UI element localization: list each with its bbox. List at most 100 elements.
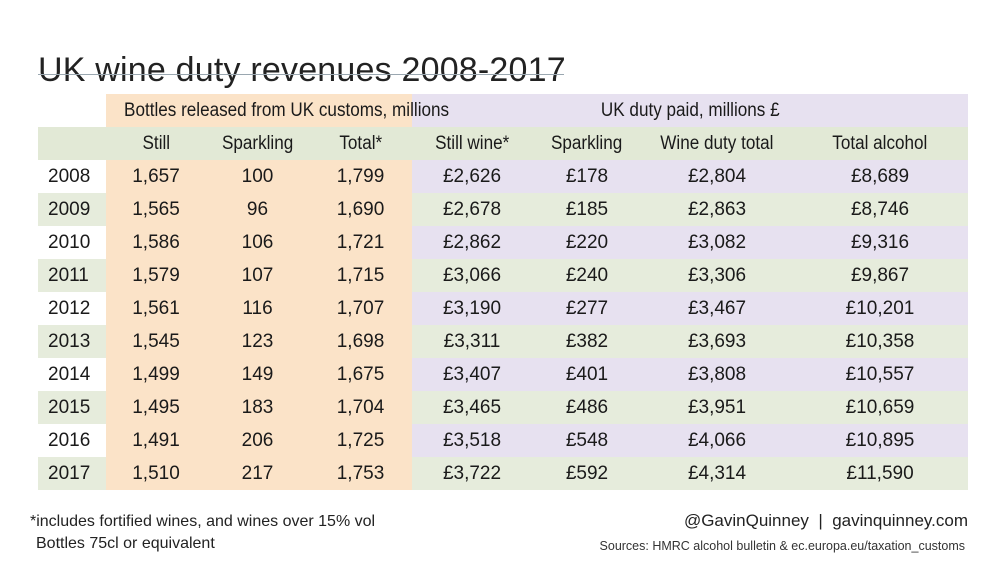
cell-wine-duty-total: £3,306 [642, 259, 792, 292]
group-header-duty-label: UK duty paid, millions £ [600, 99, 780, 121]
cell-sparkling: 96 [206, 193, 309, 226]
column-header-year [38, 127, 106, 160]
cell-sparkling: 149 [206, 358, 309, 391]
cell-total: 1,715 [309, 259, 412, 292]
table-row: 2014 1,499 149 1,675 £3,407 £401 £3,808 £10,557 [38, 358, 969, 391]
cell-sparkling: 183 [206, 391, 309, 424]
column-header-still-wine: Still wine* [412, 127, 532, 160]
table-row: 2011 1,579 107 1,715 £3,066 £240 £3,306 £9,867 [38, 259, 969, 292]
footnotes: *includes fortified wines, and wines ove… [30, 511, 375, 555]
cell-still: 1,579 [106, 259, 206, 292]
cell-total-alcohol: £10,557 [792, 358, 969, 391]
cell-total-alcohol: £10,201 [792, 292, 969, 325]
cell-wine-duty-total: £2,804 [642, 160, 792, 193]
table-row: 2013 1,545 123 1,698 £3,311 £382 £3,693 £10,358 [38, 325, 969, 358]
sources-line: Sources: HMRC alcohol bulletin & ec.euro… [599, 539, 965, 553]
cell-sparkling-duty: £548 [532, 424, 642, 457]
row-year: 2010 [38, 226, 106, 259]
cell-sparkling: 206 [206, 424, 309, 457]
cell-total-alcohol: £9,867 [792, 259, 969, 292]
page-title: UK wine duty revenues 2008-2017 [38, 50, 566, 89]
cell-still: 1,495 [106, 391, 206, 424]
cell-wine-duty-total: £3,808 [642, 358, 792, 391]
cell-sparkling-duty: £240 [532, 259, 642, 292]
footnote-fortified: *includes fortified wines, and wines ove… [30, 513, 376, 530]
cell-still-wine: £3,066 [412, 259, 532, 292]
row-year: 2013 [38, 325, 106, 358]
cell-wine-duty-total: £4,066 [642, 424, 792, 457]
cell-still-wine: £2,626 [412, 160, 532, 193]
cell-total: 1,675 [309, 358, 412, 391]
column-header-wine-duty-total: Wine duty total [642, 127, 792, 160]
table-row: 2008 1,657 100 1,799 £2,626 £178 £2,804 £8,689 [38, 160, 969, 193]
cell-sparkling: 116 [206, 292, 309, 325]
cell-still: 1,510 [106, 457, 206, 490]
cell-total: 1,753 [309, 457, 412, 490]
table-row: 2015 1,495 183 1,704 £3,465 £486 £3,951 £10,659 [38, 391, 969, 424]
cell-total: 1,725 [309, 424, 412, 457]
cell-total-alcohol: £8,689 [792, 160, 969, 193]
cell-total-alcohol: £10,358 [792, 325, 969, 358]
cell-wine-duty-total: £2,863 [642, 193, 792, 226]
column-header-sparkling-duty: Sparkling [532, 127, 642, 160]
cell-total-alcohol: £8,746 [792, 193, 969, 226]
cell-still-wine: £3,465 [412, 391, 532, 424]
row-year: 2015 [38, 391, 106, 424]
cell-total-alcohol: £9,316 [792, 226, 969, 259]
footnote-bottles: Bottles 75cl or equivalent [36, 535, 215, 552]
group-header-row: Bottles released from UK customs, millio… [38, 94, 969, 127]
column-header-total: Total* [309, 127, 412, 160]
cell-still: 1,565 [106, 193, 206, 226]
group-header-bottles: Bottles released from UK customs, millio… [106, 94, 449, 127]
cell-sparkling-duty: £178 [532, 160, 642, 193]
wine-duty-table: Bottles released from UK customs, millio… [38, 94, 969, 490]
cell-still-wine: £3,518 [412, 424, 532, 457]
cell-sparkling: 106 [206, 226, 309, 259]
table-row: 2010 1,586 106 1,721 £2,862 £220 £3,082 £9,316 [38, 226, 969, 259]
cell-sparkling-duty: £220 [532, 226, 642, 259]
row-year: 2008 [38, 160, 106, 193]
cell-sparkling-duty: £592 [532, 457, 642, 490]
group-header-bottles-label: Bottles released from UK customs, millio… [124, 99, 450, 121]
row-year: 2009 [38, 193, 106, 226]
cell-still-wine: £3,190 [412, 292, 532, 325]
column-header-total-alcohol: Total alcohol [792, 127, 969, 160]
cell-wine-duty-total: £3,082 [642, 226, 792, 259]
group-header-duty: UK duty paid, millions £ [412, 94, 969, 127]
cell-still: 1,561 [106, 292, 206, 325]
credit-line: @GavinQuinney | gavinquinney.com [683, 511, 968, 530]
row-year: 2014 [38, 358, 106, 391]
cell-sparkling: 217 [206, 457, 309, 490]
cell-total: 1,698 [309, 325, 412, 358]
cell-total: 1,799 [309, 160, 412, 193]
cell-sparkling: 107 [206, 259, 309, 292]
table-row: 2012 1,561 116 1,707 £3,190 £277 £3,467 £10,201 [38, 292, 969, 325]
cell-wine-duty-total: £4,314 [642, 457, 792, 490]
column-header-sparkling: Sparkling [206, 127, 309, 160]
cell-sparkling-duty: £277 [532, 292, 642, 325]
cell-sparkling: 100 [206, 160, 309, 193]
cell-sparkling-duty: £382 [532, 325, 642, 358]
title-divider [38, 74, 564, 75]
cell-still-wine: £2,862 [412, 226, 532, 259]
cell-total: 1,721 [309, 226, 412, 259]
table-row: 2017 1,510 217 1,753 £3,722 £592 £4,314 £11,590 [38, 457, 969, 490]
cell-still: 1,586 [106, 226, 206, 259]
cell-still-wine: £3,722 [412, 457, 532, 490]
cell-sparkling-duty: £486 [532, 391, 642, 424]
table-row: 2009 1,565 96 1,690 £2,678 £185 £2,863 £8,746 [38, 193, 969, 226]
row-year: 2012 [38, 292, 106, 325]
group-header-blank [38, 94, 106, 127]
cell-still-wine: £2,678 [412, 193, 532, 226]
cell-total-alcohol: £10,659 [792, 391, 969, 424]
table-body: 2008 1,657 100 1,799 £2,626 £178 £2,804 £8,689 2… [38, 160, 969, 490]
column-header-still: Still [106, 127, 206, 160]
row-year: 2016 [38, 424, 106, 457]
cell-still-wine: £3,407 [412, 358, 532, 391]
cell-sparkling-duty: £401 [532, 358, 642, 391]
cell-still: 1,491 [106, 424, 206, 457]
cell-total-alcohol: £11,590 [792, 457, 969, 490]
cell-still-wine: £3,311 [412, 325, 532, 358]
cell-still: 1,657 [106, 160, 206, 193]
cell-wine-duty-total: £3,693 [642, 325, 792, 358]
